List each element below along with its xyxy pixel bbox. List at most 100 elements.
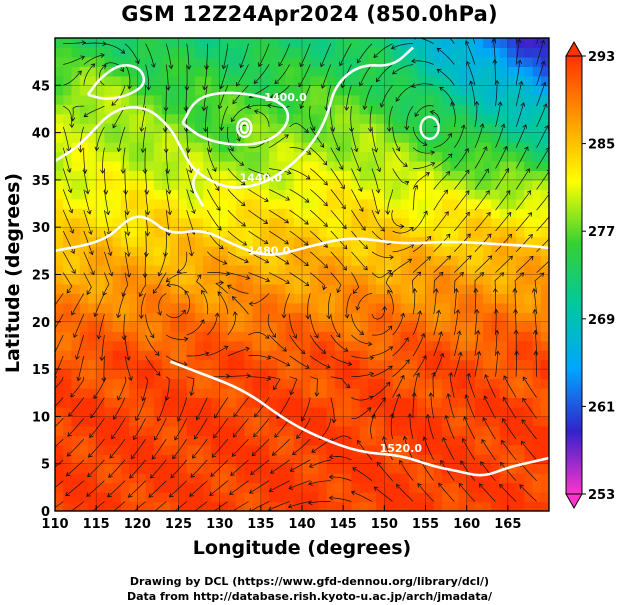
temperature-cell (425, 85, 435, 96)
temperature-cell (104, 160, 114, 172)
temperature-cell (425, 198, 435, 209)
temperature-cell (112, 312, 122, 323)
temperature-cell (359, 113, 369, 124)
temperature-cell (343, 293, 352, 304)
temperature-cell (367, 113, 377, 124)
wind-arrowhead (469, 80, 474, 86)
temperature-cell (433, 283, 443, 295)
temperature-cell (326, 179, 336, 190)
temperature-cell (186, 94, 196, 105)
temperature-cell (129, 132, 138, 143)
temperature-cell (409, 321, 418, 332)
temperature-cell (441, 160, 451, 172)
temperature-cell (376, 501, 385, 511)
temperature-cell (491, 378, 501, 389)
temperature-cell (87, 208, 97, 219)
wind-arrowhead (438, 26, 442, 30)
temperature-cell (104, 331, 114, 342)
wind-arrowhead (149, 333, 155, 339)
wind-arrowhead (465, 190, 470, 195)
temperature-cell (384, 302, 394, 313)
temperature-cell (285, 331, 295, 342)
temperature-cell (170, 123, 180, 134)
y-tick-label: 0 (41, 505, 50, 520)
temperature-cell (507, 283, 517, 295)
temperature-cell (162, 444, 171, 455)
temperature-cell (129, 265, 138, 276)
temperature-cell (211, 283, 221, 295)
temperature-cell (400, 302, 410, 313)
temperature-cell (507, 302, 517, 313)
wind-streamline (329, 456, 352, 461)
temperature-cell (499, 293, 509, 304)
temperature-cell (194, 302, 204, 313)
temperature-cell (425, 104, 435, 115)
wind-streamline (437, 69, 455, 86)
temperature-cell (499, 75, 509, 86)
wind-streamline (144, 147, 146, 174)
temperature-cell (334, 227, 344, 238)
temperature-cell (236, 113, 245, 124)
wind-streamline (206, 210, 222, 231)
temperature-cell (219, 492, 229, 503)
wind-arrowhead (526, 190, 532, 195)
temperature-cell (466, 255, 476, 266)
temperature-cell (318, 265, 328, 276)
temperature-cell (211, 454, 221, 465)
temperature-cell (236, 435, 245, 446)
temperature-cell (417, 350, 427, 361)
temperature-cell (63, 425, 73, 436)
temperature-cell (285, 501, 295, 511)
wind-streamline (392, 227, 414, 234)
wind-streamline (104, 189, 109, 215)
temperature-cell (524, 170, 534, 181)
temperature-cell (269, 217, 278, 228)
temperature-cell (507, 123, 517, 134)
temperature-cell (244, 255, 254, 266)
temperature-cell (499, 340, 509, 351)
temperature-cell (409, 331, 418, 342)
temperature-cell (392, 501, 402, 511)
temperature-cell (153, 123, 163, 134)
temperature-cell (277, 293, 287, 304)
wind-streamline (124, 168, 127, 195)
temperature-cell (351, 132, 361, 143)
temperature-cell (474, 246, 484, 257)
temperature-cell (293, 255, 303, 266)
temperature-cell (186, 113, 196, 124)
wind-streamline (460, 460, 476, 481)
temperature-cell (302, 359, 311, 370)
temperature-cell (367, 104, 377, 115)
temperature-cell (96, 274, 105, 285)
wind-arrowhead (70, 392, 75, 398)
temperature-cell (129, 454, 138, 465)
temperature-cell (129, 142, 138, 153)
wind-arrowhead (544, 125, 549, 130)
temperature-cell (532, 274, 542, 285)
temperature-cell (219, 321, 229, 332)
wind-arrowhead (182, 361, 188, 367)
temperature-cell (384, 56, 394, 67)
wind-streamline (536, 103, 547, 128)
temperature-cell (376, 123, 385, 134)
temperature-cell (194, 179, 204, 190)
temperature-cell (170, 331, 180, 342)
temperature-cell (491, 473, 501, 484)
temperature-cell (359, 170, 369, 181)
temperature-cell (540, 104, 549, 115)
temperature-cell (359, 274, 369, 285)
temperature-cell (211, 38, 221, 49)
wind-arrowhead (416, 271, 422, 277)
wind-streamline (172, 438, 187, 460)
temperature-cell (417, 274, 427, 285)
temperature-cell (227, 75, 237, 86)
temperature-cell (71, 444, 81, 455)
temperature-cell (516, 113, 525, 124)
wind-streamline (213, 501, 229, 511)
temperature-cell (178, 236, 188, 247)
temperature-cell (194, 340, 204, 351)
temperature-cell (458, 454, 468, 465)
temperature-cell (71, 151, 81, 162)
wind-arrowhead (232, 99, 237, 105)
temperature-cell (302, 236, 311, 247)
